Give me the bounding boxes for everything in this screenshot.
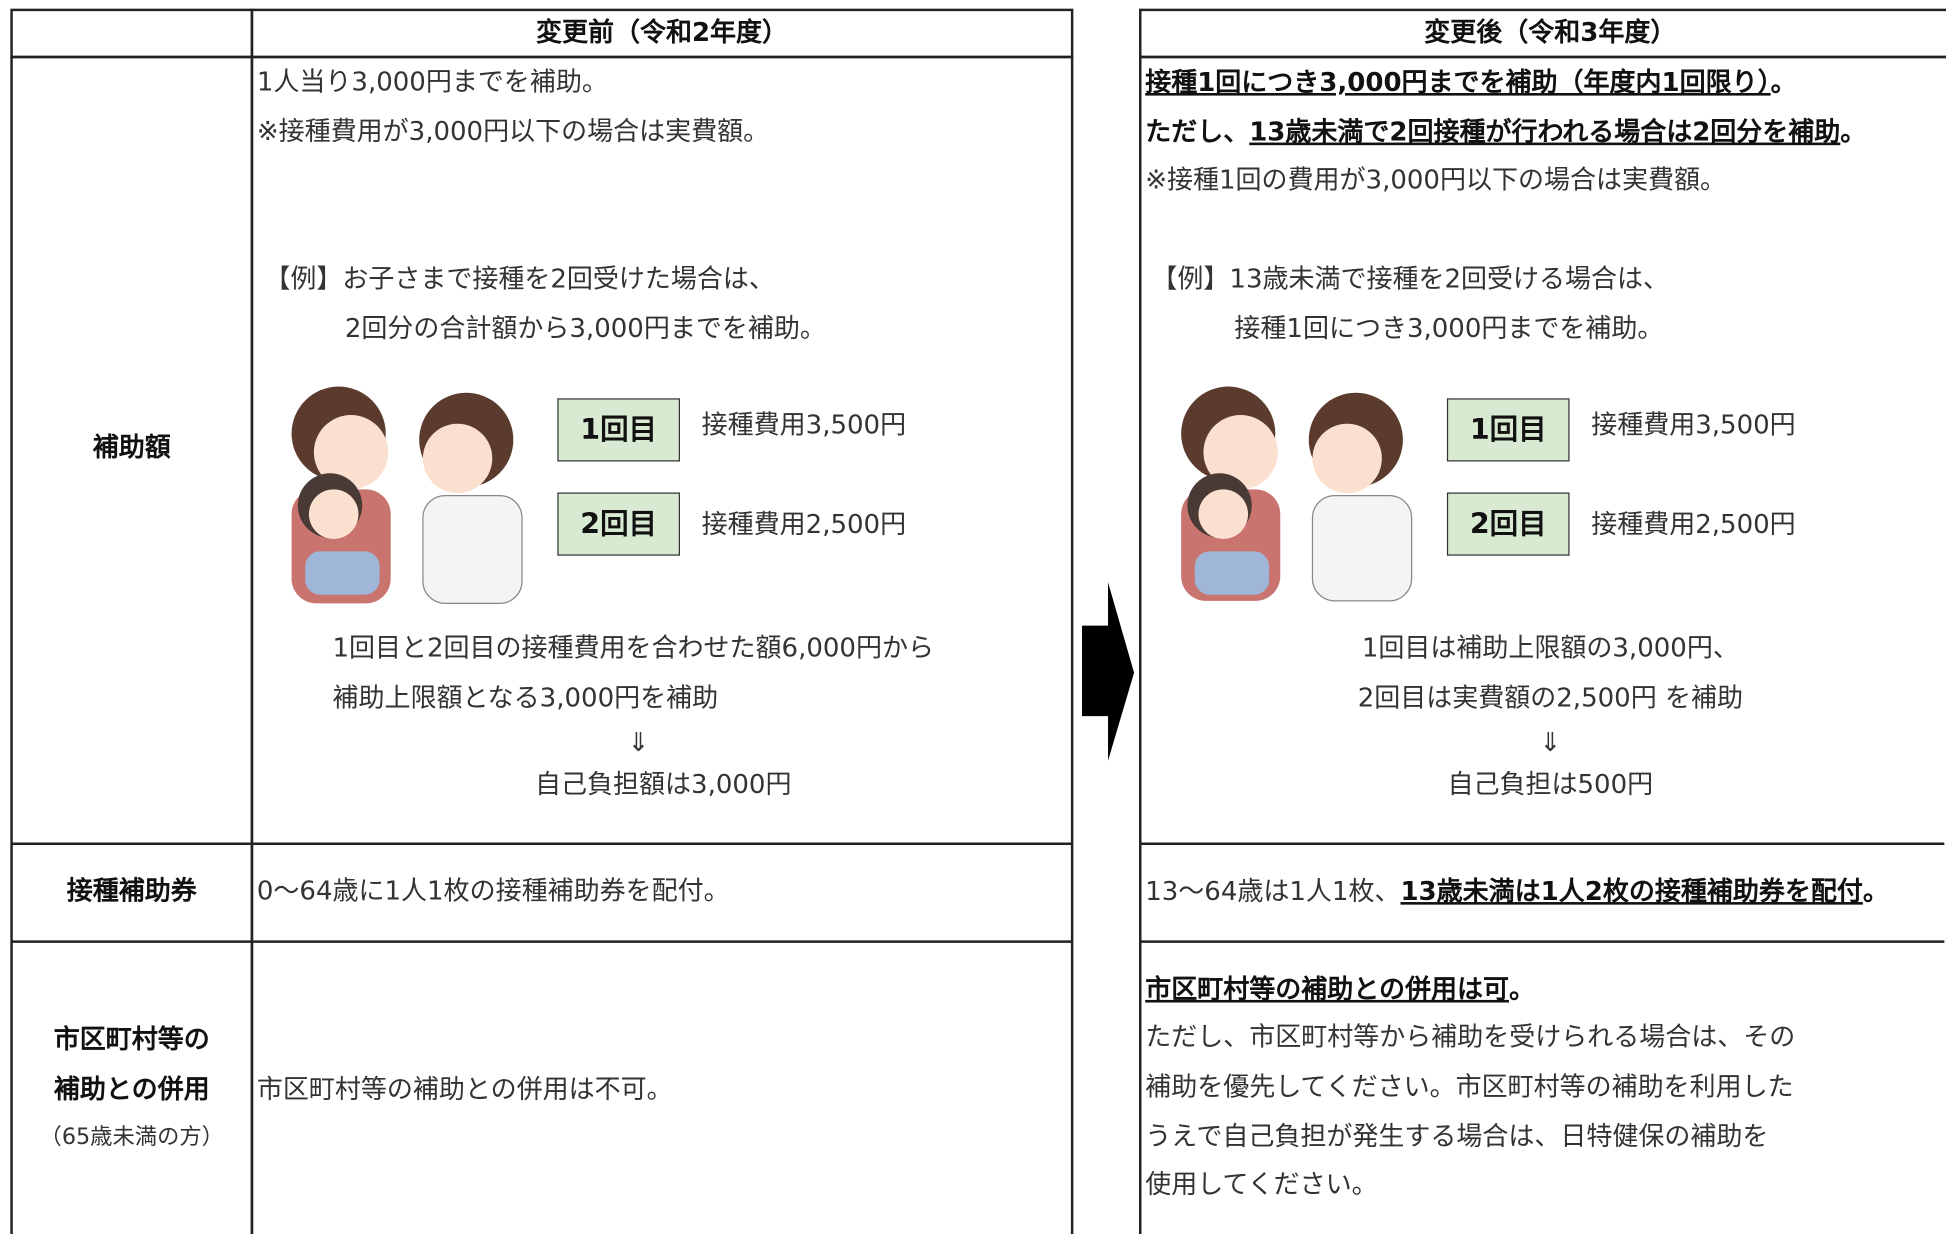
text-line: 接種1回につき3,000円までを補助。 bbox=[1234, 314, 1663, 344]
text-line: 13〜64歳は1人1枚、13歳未満は1人2枚の接種補助券を配付。 bbox=[1145, 877, 1889, 907]
dose-label: 1回目 bbox=[1470, 413, 1547, 446]
dose-cost: 接種費用3,500円 bbox=[702, 411, 906, 441]
dose-box bbox=[1446, 492, 1570, 556]
row-label: 補助との併用 bbox=[53, 1074, 210, 1105]
calc-line: 自己負担額は3,000円 bbox=[535, 770, 791, 800]
dose-cost: 接種費用2,500円 bbox=[1591, 510, 1795, 540]
dose-box bbox=[1446, 398, 1570, 462]
calc-line: 1回目は補助上限額の3,000円、 bbox=[1362, 634, 1739, 664]
text-line: ただし、13歳未満で2回接種が行われる場合は2回分を補助。 bbox=[1145, 116, 1866, 147]
text-run: 。 bbox=[1863, 877, 1889, 907]
dose-cost: 接種費用2,500円 bbox=[702, 510, 906, 540]
text-run: ただし、 bbox=[1145, 117, 1249, 147]
header: 変更前（令和2年度） bbox=[536, 17, 788, 48]
illustration bbox=[291, 386, 523, 604]
calc-line: 自己負担は500円 bbox=[1448, 770, 1654, 800]
text-line: 0〜64歳に1人1枚の接種補助券を配付。 bbox=[257, 877, 730, 907]
calc-line: 1回目と2回目の接種費用を合わせた額6,000円から bbox=[332, 634, 934, 664]
text-line: うえで自己負担が発生する場合は、日特健保の補助を bbox=[1145, 1122, 1768, 1152]
text-line: 2回分の合計額から3,000円までを補助。 bbox=[345, 314, 826, 344]
calc-line: 2回目は実費額の2,500円 を補助 bbox=[1358, 683, 1743, 713]
emphasis: 市区町村等の補助との併用は可 bbox=[1145, 973, 1509, 1004]
text-line: 市区町村等の補助との併用は不可。 bbox=[257, 1075, 673, 1105]
illustration bbox=[1181, 386, 1413, 602]
row-label: 補助額 bbox=[92, 433, 171, 463]
text-line: 1人当り3,000円までを補助。 bbox=[257, 68, 608, 98]
dose-cost: 接種費用3,500円 bbox=[1591, 411, 1795, 441]
text-run: 。 bbox=[1840, 117, 1866, 147]
row-note: （65歳未満の方） bbox=[40, 1124, 224, 1150]
header: 変更後（令和3年度） bbox=[1424, 17, 1676, 48]
dose-label: 1回目 bbox=[580, 413, 657, 446]
text-run: 。 bbox=[1771, 68, 1797, 98]
text-line: ※接種1回の費用が3,000円以下の場合は実費額。 bbox=[1145, 165, 1726, 195]
text-line: 接種1回につき3,000円までを補助（年度内1回限り）。 bbox=[1145, 67, 1796, 98]
dose-label: 2回目 bbox=[580, 507, 657, 540]
text-line: 【例】13歳未満で接種を2回受ける場合は、 bbox=[1151, 265, 1669, 295]
dose-box bbox=[557, 492, 680, 556]
row-label: 市区町村等の bbox=[54, 1024, 210, 1055]
text-line: 補助を優先してください。市区町村等の補助を利用した bbox=[1145, 1072, 1793, 1102]
corner-cell bbox=[10, 8, 254, 59]
emphasis: 13歳未満で2回接種が行われる場合は2回分を補助 bbox=[1249, 116, 1840, 147]
text-run: 。 bbox=[1509, 974, 1535, 1004]
emphasis: 接種1回につき3,000円までを補助（年度内1回限り） bbox=[1145, 67, 1770, 98]
calc-arrow: ⇓ bbox=[1539, 728, 1561, 758]
text-line: ただし、市区町村等から補助を受けられる場合は、その bbox=[1145, 1023, 1795, 1053]
text-line: 使用してください。 bbox=[1145, 1170, 1377, 1200]
dose-box bbox=[557, 398, 680, 462]
label-column bbox=[10, 55, 254, 1238]
text-line: 【例】お子さまで接種を2回受けた場合は、 bbox=[264, 265, 775, 295]
row-label: 接種補助券 bbox=[67, 877, 198, 907]
calc-arrow: ⇓ bbox=[628, 728, 650, 758]
dose-label: 2回目 bbox=[1470, 507, 1547, 540]
content-column bbox=[1139, 55, 1946, 1238]
text-line: ※接種費用が3,000円以下の場合は実費額。 bbox=[257, 117, 769, 147]
emphasis: 13歳未満は1人2枚の接種補助券を配付 bbox=[1400, 877, 1862, 907]
text-run: 13〜64歳は1人1枚、 bbox=[1145, 877, 1400, 907]
calc-line: 補助上限額となる3,000円を補助 bbox=[332, 683, 718, 713]
content-column bbox=[250, 55, 1074, 1238]
arrow bbox=[1082, 582, 1135, 761]
text-line: 市区町村等の補助との併用は可。 bbox=[1145, 973, 1535, 1004]
